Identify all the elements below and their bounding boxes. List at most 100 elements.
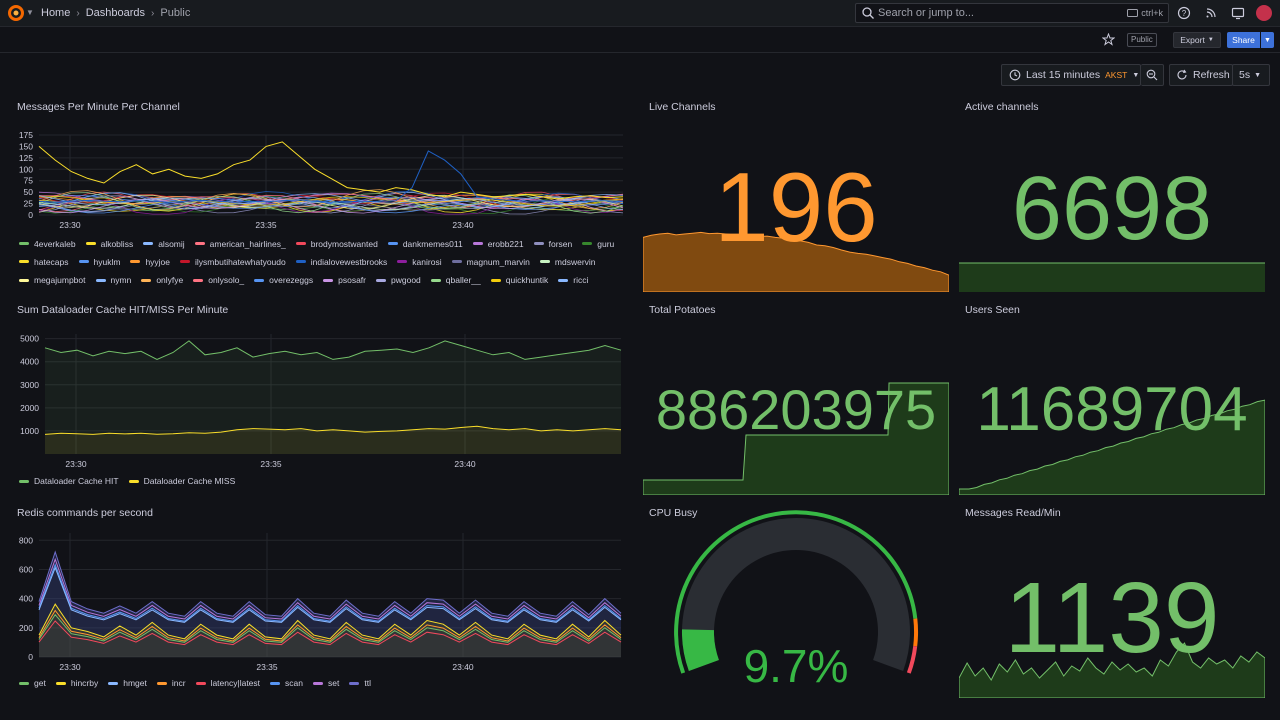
series-line bbox=[38, 150, 624, 203]
y-tick-label: 100 bbox=[19, 164, 33, 174]
legend-item[interactable]: onlyfye bbox=[141, 274, 183, 287]
rss-icon[interactable] bbox=[1203, 5, 1219, 21]
time-range-picker[interactable]: Last 15 minutes AKST ▼ bbox=[1001, 64, 1141, 86]
y-tick-label: 400 bbox=[19, 594, 33, 604]
legend-item[interactable]: mdswervin bbox=[539, 255, 596, 268]
legend-item[interactable]: set bbox=[313, 678, 339, 688]
legend-item[interactable]: latency|latest bbox=[195, 678, 260, 688]
legend-item[interactable]: erobb221 bbox=[472, 237, 524, 250]
export-button[interactable]: Export ▼ bbox=[1173, 32, 1221, 48]
legend-item[interactable]: ttl bbox=[349, 678, 371, 688]
legend-item[interactable]: nymn bbox=[95, 274, 131, 287]
legend-item[interactable]: alkobliss bbox=[85, 237, 133, 250]
x-tick-label: 23:40 bbox=[454, 459, 476, 469]
share-button[interactable]: Share bbox=[1227, 32, 1260, 48]
legend-item[interactable]: brodymostwanted bbox=[295, 237, 378, 250]
y-tick-label: 2000 bbox=[20, 403, 39, 413]
redis-chart[interactable]: 0 200 400 600 800 23:30 23:35 23:40 bbox=[17, 527, 629, 677]
grafana-logo-icon[interactable] bbox=[7, 4, 25, 22]
legend-item[interactable]: hmget bbox=[108, 678, 147, 688]
sparkline-area bbox=[959, 642, 1265, 698]
y-tick-label: 1000 bbox=[20, 426, 39, 436]
legend-swatch bbox=[194, 242, 205, 246]
legend-item[interactable]: get bbox=[19, 678, 46, 688]
chevron-down-icon[interactable]: ▼ bbox=[26, 8, 34, 17]
legend-item[interactable]: magnum_marvin bbox=[451, 255, 530, 268]
legend-swatch bbox=[295, 260, 306, 264]
legend-item[interactable]: guru bbox=[582, 237, 614, 250]
legend-item[interactable]: ilysmbutihatewhatyoudo bbox=[180, 255, 286, 268]
stat-value: 11689704 bbox=[976, 375, 1247, 444]
legend-item[interactable]: psosafr bbox=[323, 274, 366, 287]
legend-item[interactable]: quickhuntik bbox=[490, 274, 549, 287]
legend-item[interactable]: ricci bbox=[558, 274, 588, 287]
legend-item[interactable]: 4everkaleb bbox=[19, 237, 76, 250]
zoom-out-button[interactable] bbox=[1141, 64, 1164, 86]
series-area bbox=[45, 340, 621, 454]
legend-swatch bbox=[130, 260, 141, 264]
stat-value: 1139 bbox=[1004, 562, 1219, 674]
panel-title: Messages Per Minute Per Channel bbox=[17, 101, 180, 113]
kiosk-icon[interactable] bbox=[1230, 5, 1246, 21]
cache-chart[interactable]: 1000 2000 3000 4000 5000 23:30 23:35 23:40 bbox=[17, 330, 629, 480]
legend-item[interactable]: kanirosi bbox=[397, 255, 442, 268]
legend-item[interactable]: hyyjoe bbox=[130, 255, 170, 268]
series-line bbox=[38, 195, 624, 207]
breadcrumb-dashboards[interactable]: Dashboards bbox=[85, 7, 146, 19]
legend-item[interactable]: megajumpbot bbox=[19, 274, 86, 287]
refresh-interval-picker[interactable]: 5s ▼ bbox=[1232, 64, 1270, 86]
help-icon[interactable]: ? bbox=[1176, 5, 1192, 21]
legend-label: hyuklm bbox=[93, 256, 121, 267]
legend-label: erobb221 bbox=[487, 238, 524, 249]
messages-per-minute-panel: Messages Per Minute Per Channel 0 25 50 75 1… bbox=[17, 101, 629, 291]
x-tick-label: 23:35 bbox=[255, 220, 277, 230]
legend-label: scan bbox=[285, 678, 303, 688]
gauge-threshold-arc bbox=[674, 510, 918, 674]
refresh-button[interactable]: Refresh bbox=[1169, 64, 1233, 86]
public-badge: Public bbox=[1127, 33, 1157, 47]
legend-item[interactable]: Dataloader Cache MISS bbox=[128, 476, 235, 486]
legend-item[interactable]: pwgood bbox=[376, 274, 421, 287]
legend-item[interactable]: hatecaps bbox=[19, 255, 69, 268]
legend-item[interactable]: Dataloader Cache HIT bbox=[19, 476, 119, 486]
legend-item[interactable]: forsen bbox=[533, 237, 572, 250]
legend-label: american_hairlines_ bbox=[209, 238, 286, 249]
legend-swatch bbox=[108, 681, 119, 685]
y-tick-label: 125 bbox=[19, 153, 33, 163]
y-tick-label: 175 bbox=[19, 130, 33, 140]
export-label: Export bbox=[1180, 35, 1205, 45]
legend-label: get bbox=[34, 678, 46, 688]
legend-item[interactable]: incr bbox=[156, 678, 186, 688]
timezone-label: AKST bbox=[1105, 70, 1128, 80]
legend-item[interactable]: scan bbox=[270, 678, 303, 688]
legend-item[interactable]: hincrby bbox=[55, 678, 98, 688]
messages-read-panel: Messages Read/Min 1139 bbox=[959, 507, 1265, 698]
legend-swatch bbox=[78, 260, 89, 264]
legend-swatch bbox=[19, 242, 29, 246]
legend-item[interactable]: dankmemes011 bbox=[387, 237, 463, 250]
breadcrumb-home[interactable]: Home bbox=[41, 7, 71, 19]
search-input[interactable]: Search or jump to... ctrl+k bbox=[855, 3, 1169, 23]
legend-item[interactable]: american_hairlines_ bbox=[194, 237, 286, 250]
total-potatoes-sparkline: 886203975 bbox=[643, 378, 949, 495]
legend-label: quickhuntik bbox=[505, 275, 549, 286]
legend-item[interactable]: indialovewestbrooks bbox=[295, 255, 387, 268]
legend-item[interactable]: hyuklm bbox=[78, 255, 121, 268]
share-options-button[interactable]: ▼ bbox=[1261, 32, 1274, 48]
avatar[interactable] bbox=[1256, 5, 1272, 21]
y-tick-label: 3000 bbox=[20, 380, 39, 390]
chevron-down-icon: ▼ bbox=[1254, 71, 1262, 79]
legend-swatch bbox=[387, 242, 398, 246]
series-line bbox=[38, 192, 624, 214]
legend-item[interactable]: qballer__ bbox=[430, 274, 481, 287]
legend-item[interactable]: overezeggs bbox=[254, 274, 313, 287]
clock-icon bbox=[1009, 69, 1021, 81]
legend-swatch bbox=[195, 681, 206, 685]
legend-item[interactable]: onlysolo_ bbox=[193, 274, 244, 287]
svg-text:?: ? bbox=[1182, 9, 1187, 18]
legend-item[interactable]: alsomij bbox=[143, 237, 185, 250]
star-icon[interactable] bbox=[1102, 33, 1115, 46]
series-line bbox=[38, 200, 624, 211]
legend-label: guru bbox=[597, 238, 615, 249]
